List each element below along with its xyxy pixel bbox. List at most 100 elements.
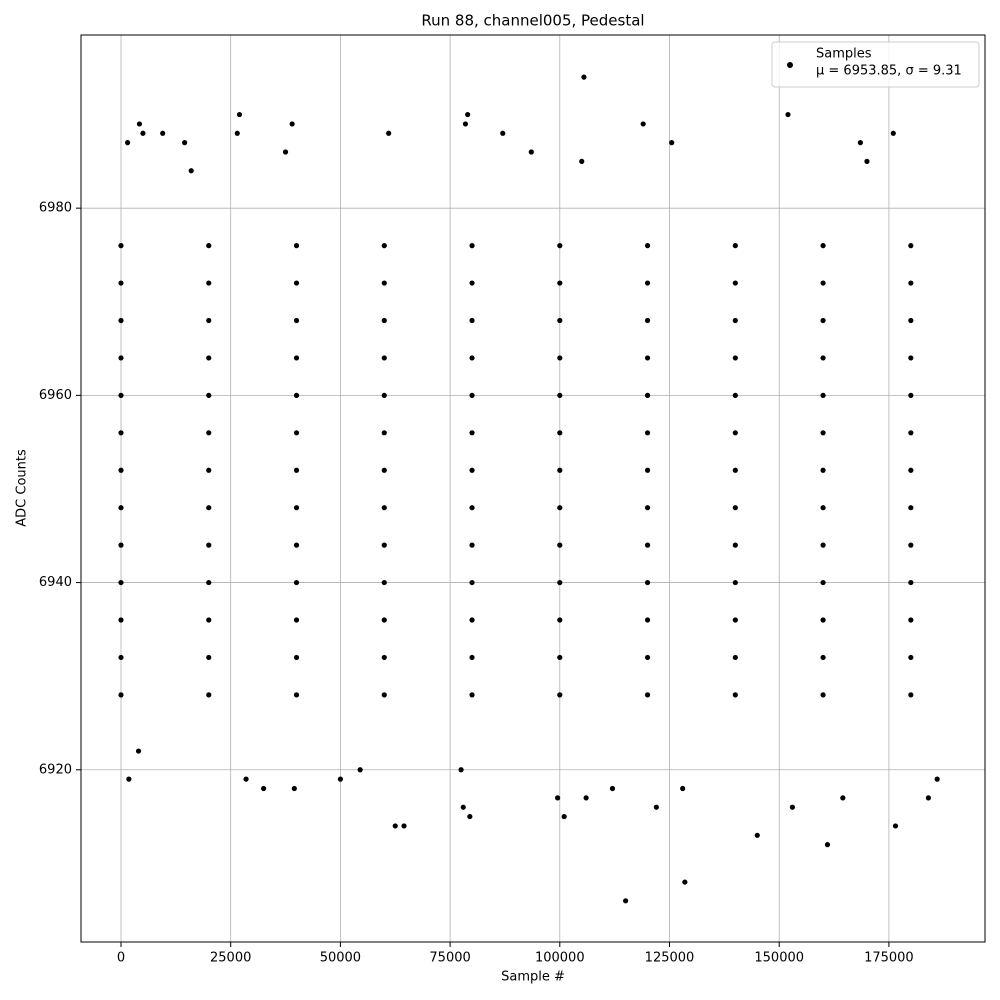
sample-point xyxy=(528,149,534,155)
sample-point xyxy=(820,430,826,436)
y-tick-label: 6920 xyxy=(39,762,72,777)
sample-point xyxy=(908,430,914,436)
sample-point xyxy=(293,505,300,511)
sample-point xyxy=(557,579,563,586)
x-tick-label: 175000 xyxy=(864,951,914,966)
sample-point xyxy=(118,617,124,623)
sample-point xyxy=(293,392,300,398)
sample-point xyxy=(293,467,300,473)
sample-point xyxy=(140,130,146,136)
sample-point xyxy=(381,280,387,286)
sample-point xyxy=(381,430,387,436)
sample-point xyxy=(392,823,398,829)
sample-point xyxy=(118,505,124,511)
sample-point xyxy=(732,617,738,623)
sample-point xyxy=(732,505,738,511)
sample-point xyxy=(206,654,212,661)
sample-point xyxy=(820,243,826,249)
sample-point xyxy=(557,692,563,698)
sample-point xyxy=(557,355,563,361)
sample-point xyxy=(820,467,826,473)
sample-point xyxy=(467,813,473,820)
sample-point xyxy=(381,617,387,623)
sample-point xyxy=(732,317,738,324)
sample-point xyxy=(118,317,124,324)
y-axis-label: ADC Counts xyxy=(15,449,30,527)
sample-point xyxy=(732,430,738,436)
sample-point xyxy=(583,795,589,801)
x-tick-label: 50000 xyxy=(320,951,361,966)
sample-point xyxy=(623,898,629,904)
x-axis-label: Sample # xyxy=(501,970,565,985)
sample-point xyxy=(908,654,914,661)
sample-point xyxy=(465,111,471,118)
sample-point xyxy=(754,832,760,838)
sample-point xyxy=(469,317,475,324)
sample-point xyxy=(820,355,826,361)
sample-point xyxy=(206,430,212,436)
sample-point xyxy=(293,317,300,324)
sample-point xyxy=(820,542,826,548)
sample-point xyxy=(908,355,914,361)
sample-point xyxy=(820,617,826,623)
sample-point xyxy=(136,121,143,127)
sample-point xyxy=(293,243,300,249)
sample-point xyxy=(469,243,475,249)
sample-point xyxy=(925,795,931,801)
x-tick-label: 150000 xyxy=(754,951,804,966)
legend: Samples μ = 6953.85, σ = 9.31 xyxy=(771,41,980,88)
sample-point xyxy=(557,467,563,473)
sample-point xyxy=(118,355,124,361)
sample-point xyxy=(840,795,846,801)
sample-point xyxy=(386,130,392,136)
sample-point xyxy=(789,804,795,810)
x-tick-label: 0 xyxy=(117,951,125,966)
sample-point xyxy=(820,392,826,398)
sample-point xyxy=(908,467,914,473)
sample-point xyxy=(337,776,343,782)
sample-point xyxy=(381,692,387,698)
y-tick-label: 6960 xyxy=(39,388,72,403)
sample-point xyxy=(864,158,870,164)
sample-point xyxy=(653,804,659,810)
sample-point xyxy=(669,140,675,146)
sample-point xyxy=(820,579,826,586)
sample-point xyxy=(644,617,651,623)
sample-point xyxy=(469,617,475,623)
sample-point xyxy=(682,879,688,885)
sample-point xyxy=(357,767,363,773)
sample-point xyxy=(785,111,791,118)
sample-point xyxy=(857,140,863,146)
sample-point xyxy=(680,785,686,792)
sample-point xyxy=(206,467,212,473)
sample-point xyxy=(381,243,387,249)
sample-point xyxy=(469,280,475,286)
sample-point xyxy=(118,280,124,286)
sample-point xyxy=(118,392,124,398)
sample-point xyxy=(206,692,212,698)
sample-point xyxy=(732,243,738,249)
sample-point xyxy=(469,392,475,398)
sample-point xyxy=(557,505,563,511)
sample-point xyxy=(135,748,142,754)
sample-point xyxy=(469,542,475,548)
legend-label: Samples xyxy=(816,47,872,62)
sample-point xyxy=(908,317,914,324)
sample-point xyxy=(908,692,914,698)
sample-point xyxy=(557,392,563,398)
legend-marker xyxy=(787,62,793,68)
sample-point xyxy=(469,654,475,661)
sample-point xyxy=(381,654,387,661)
sample-point xyxy=(291,785,297,792)
sample-point xyxy=(118,654,124,661)
sample-point xyxy=(381,505,387,511)
sample-point xyxy=(293,617,300,623)
sample-point xyxy=(579,158,585,164)
sample-point xyxy=(381,355,387,361)
sample-point xyxy=(381,317,387,324)
sample-point xyxy=(644,692,651,698)
sample-point xyxy=(243,776,249,782)
sample-point xyxy=(908,243,914,249)
sample-point xyxy=(293,654,300,661)
sample-point xyxy=(182,140,188,146)
